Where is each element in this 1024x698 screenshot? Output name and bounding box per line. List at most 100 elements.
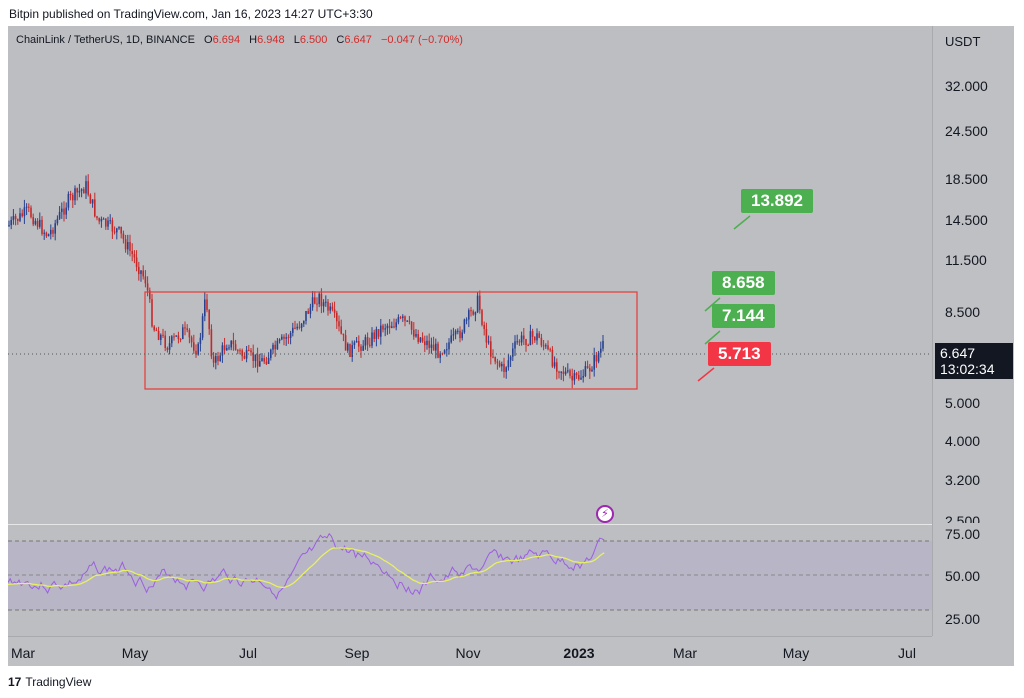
candle-body <box>63 208 65 215</box>
candle-body <box>424 341 426 346</box>
candle-body <box>437 343 439 358</box>
candle-body <box>278 339 281 341</box>
target-pointer-3 <box>704 330 721 345</box>
candle-body <box>10 220 12 226</box>
candle-body <box>421 337 424 342</box>
candle-body <box>336 312 338 322</box>
chart-area[interactable]: ChainLink / TetherUS, 1D, BINANCE O6.694… <box>8 26 1014 666</box>
candle-body <box>428 340 430 348</box>
candle-body <box>476 295 479 313</box>
candle-body <box>415 334 417 337</box>
rsi-pane[interactable] <box>8 525 932 636</box>
candle-body <box>138 266 140 275</box>
candle-body <box>393 326 395 328</box>
time-axis[interactable]: Mar May Jul Sep Nov 2023 Mar May Jul <box>8 636 932 666</box>
candle-body <box>221 345 224 356</box>
candle-body <box>289 332 292 339</box>
candle-body <box>556 362 558 372</box>
low-label: L <box>293 34 300 46</box>
open-label: O <box>204 34 213 46</box>
candle-body <box>498 362 501 367</box>
candle-body <box>459 330 461 339</box>
candle-body <box>184 327 186 329</box>
candle-body <box>448 342 450 350</box>
candle-body <box>386 325 389 329</box>
candle-body <box>292 327 294 333</box>
candle-body <box>228 347 230 349</box>
open-value: 6.694 <box>212 34 241 46</box>
high-label: H <box>249 34 258 46</box>
candle-body <box>23 207 26 217</box>
price-pane[interactable]: ChainLink / TetherUS, 1D, BINANCE O6.694… <box>8 26 932 524</box>
candle-body <box>538 333 540 338</box>
candle-body <box>124 239 127 250</box>
candle-body <box>454 330 457 335</box>
candle-body <box>314 297 316 304</box>
candle-body <box>479 295 481 311</box>
candle-body <box>580 377 582 380</box>
candle-body <box>470 310 472 312</box>
candle-body <box>94 199 96 217</box>
candle-body <box>419 337 422 342</box>
candle-body <box>351 345 353 357</box>
candle-body <box>505 367 507 372</box>
candle-body <box>91 199 94 204</box>
candle-body <box>149 290 151 300</box>
low-value: 6.500 <box>299 34 328 46</box>
candle-body <box>303 320 305 324</box>
candle-body <box>602 340 604 349</box>
candle-body <box>547 345 549 350</box>
candle-body <box>560 371 562 373</box>
candle-body <box>105 218 107 227</box>
candle-body <box>96 216 98 218</box>
price-tick: 3.200 <box>945 472 981 488</box>
candle-body <box>87 181 89 195</box>
price-tick: 14.500 <box>945 212 988 228</box>
candle-body <box>267 357 270 364</box>
candle-body <box>109 220 111 222</box>
candle-body <box>113 231 116 233</box>
candle-body <box>61 208 63 213</box>
candle-body <box>133 254 136 258</box>
candle-body <box>377 329 380 337</box>
candle-body <box>408 320 411 322</box>
pane-divider[interactable] <box>8 524 1014 525</box>
candle-body <box>272 344 274 350</box>
candle-body <box>582 375 584 378</box>
candle-body <box>518 341 521 343</box>
candle-body <box>241 350 243 357</box>
candle-body <box>153 326 155 331</box>
candle-body <box>362 345 364 351</box>
candle-body <box>355 340 358 343</box>
candle-body <box>375 329 378 339</box>
candle-body <box>494 356 496 362</box>
time-label: Nov <box>455 645 481 661</box>
footer-brand[interactable]: 17 TradingView <box>8 675 91 689</box>
candle-body <box>135 257 138 267</box>
last-price-label: 6.647 13:02:34 <box>935 343 1013 379</box>
price-axis[interactable]: USDT 32.000 24.500 18.500 14.500 11.500 … <box>932 26 1014 636</box>
time-label: May <box>782 645 810 661</box>
candle-body <box>300 323 303 328</box>
candle-body <box>122 233 125 240</box>
bar-countdown: 13:02:34 <box>940 361 995 377</box>
candle-body <box>43 232 45 234</box>
candle-body <box>120 226 122 234</box>
candle-body <box>107 220 109 227</box>
close-label: C <box>336 34 345 46</box>
lightning-icon[interactable]: ⚡ <box>596 505 614 523</box>
candle-body <box>102 218 105 220</box>
candle-body <box>404 316 406 321</box>
candle-body <box>527 345 529 347</box>
candle-body <box>512 348 514 357</box>
candle-body <box>250 350 252 353</box>
candle-body <box>98 217 100 222</box>
candle-body <box>514 341 516 349</box>
candle-body <box>8 225 10 227</box>
candle-body <box>210 329 213 357</box>
candle-body <box>85 181 87 194</box>
price-tick: 18.500 <box>945 171 988 187</box>
candle-body <box>571 375 573 381</box>
candle-body <box>545 345 547 347</box>
candle-body <box>347 343 349 351</box>
